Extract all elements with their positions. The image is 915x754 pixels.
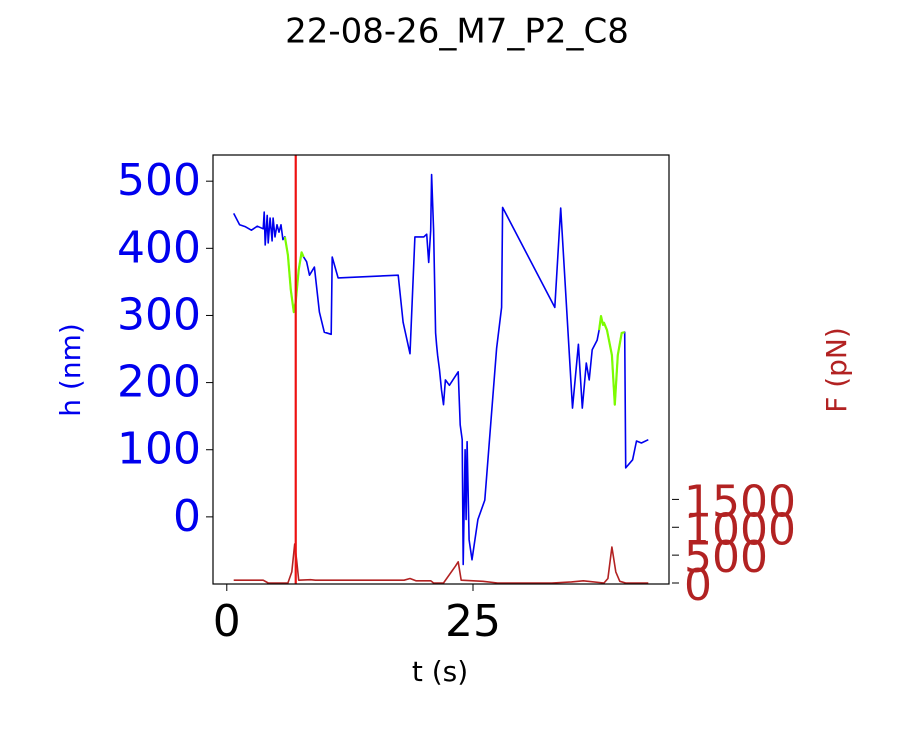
data-line [232, 173, 649, 566]
x-tick-label: 25 [445, 596, 501, 647]
y-tick-label: 0 [173, 491, 201, 542]
y2-tick-label: 500 [684, 532, 768, 583]
data-line [283, 236, 625, 406]
y2-axis-label: F (pN) [820, 327, 853, 413]
plot-frame [212, 154, 670, 585]
y-tick-label: 500 [117, 155, 201, 206]
y2-tick-label: 0 [684, 560, 712, 611]
y-tick-label: 300 [117, 289, 201, 340]
chart-title: 22-08-26_M7_P2_C8 [285, 12, 629, 52]
y2-tick-label: 1500 [684, 476, 796, 527]
x-tick-label: 0 [213, 596, 241, 647]
y-axis-label: h (nm) [54, 323, 87, 417]
y-tick-label: 100 [117, 424, 201, 475]
x-axis-label: t (s) [412, 655, 468, 688]
y2-tick-label: 1000 [684, 504, 796, 555]
y-tick-label: 200 [117, 357, 201, 408]
y-tick-label: 400 [117, 222, 201, 273]
